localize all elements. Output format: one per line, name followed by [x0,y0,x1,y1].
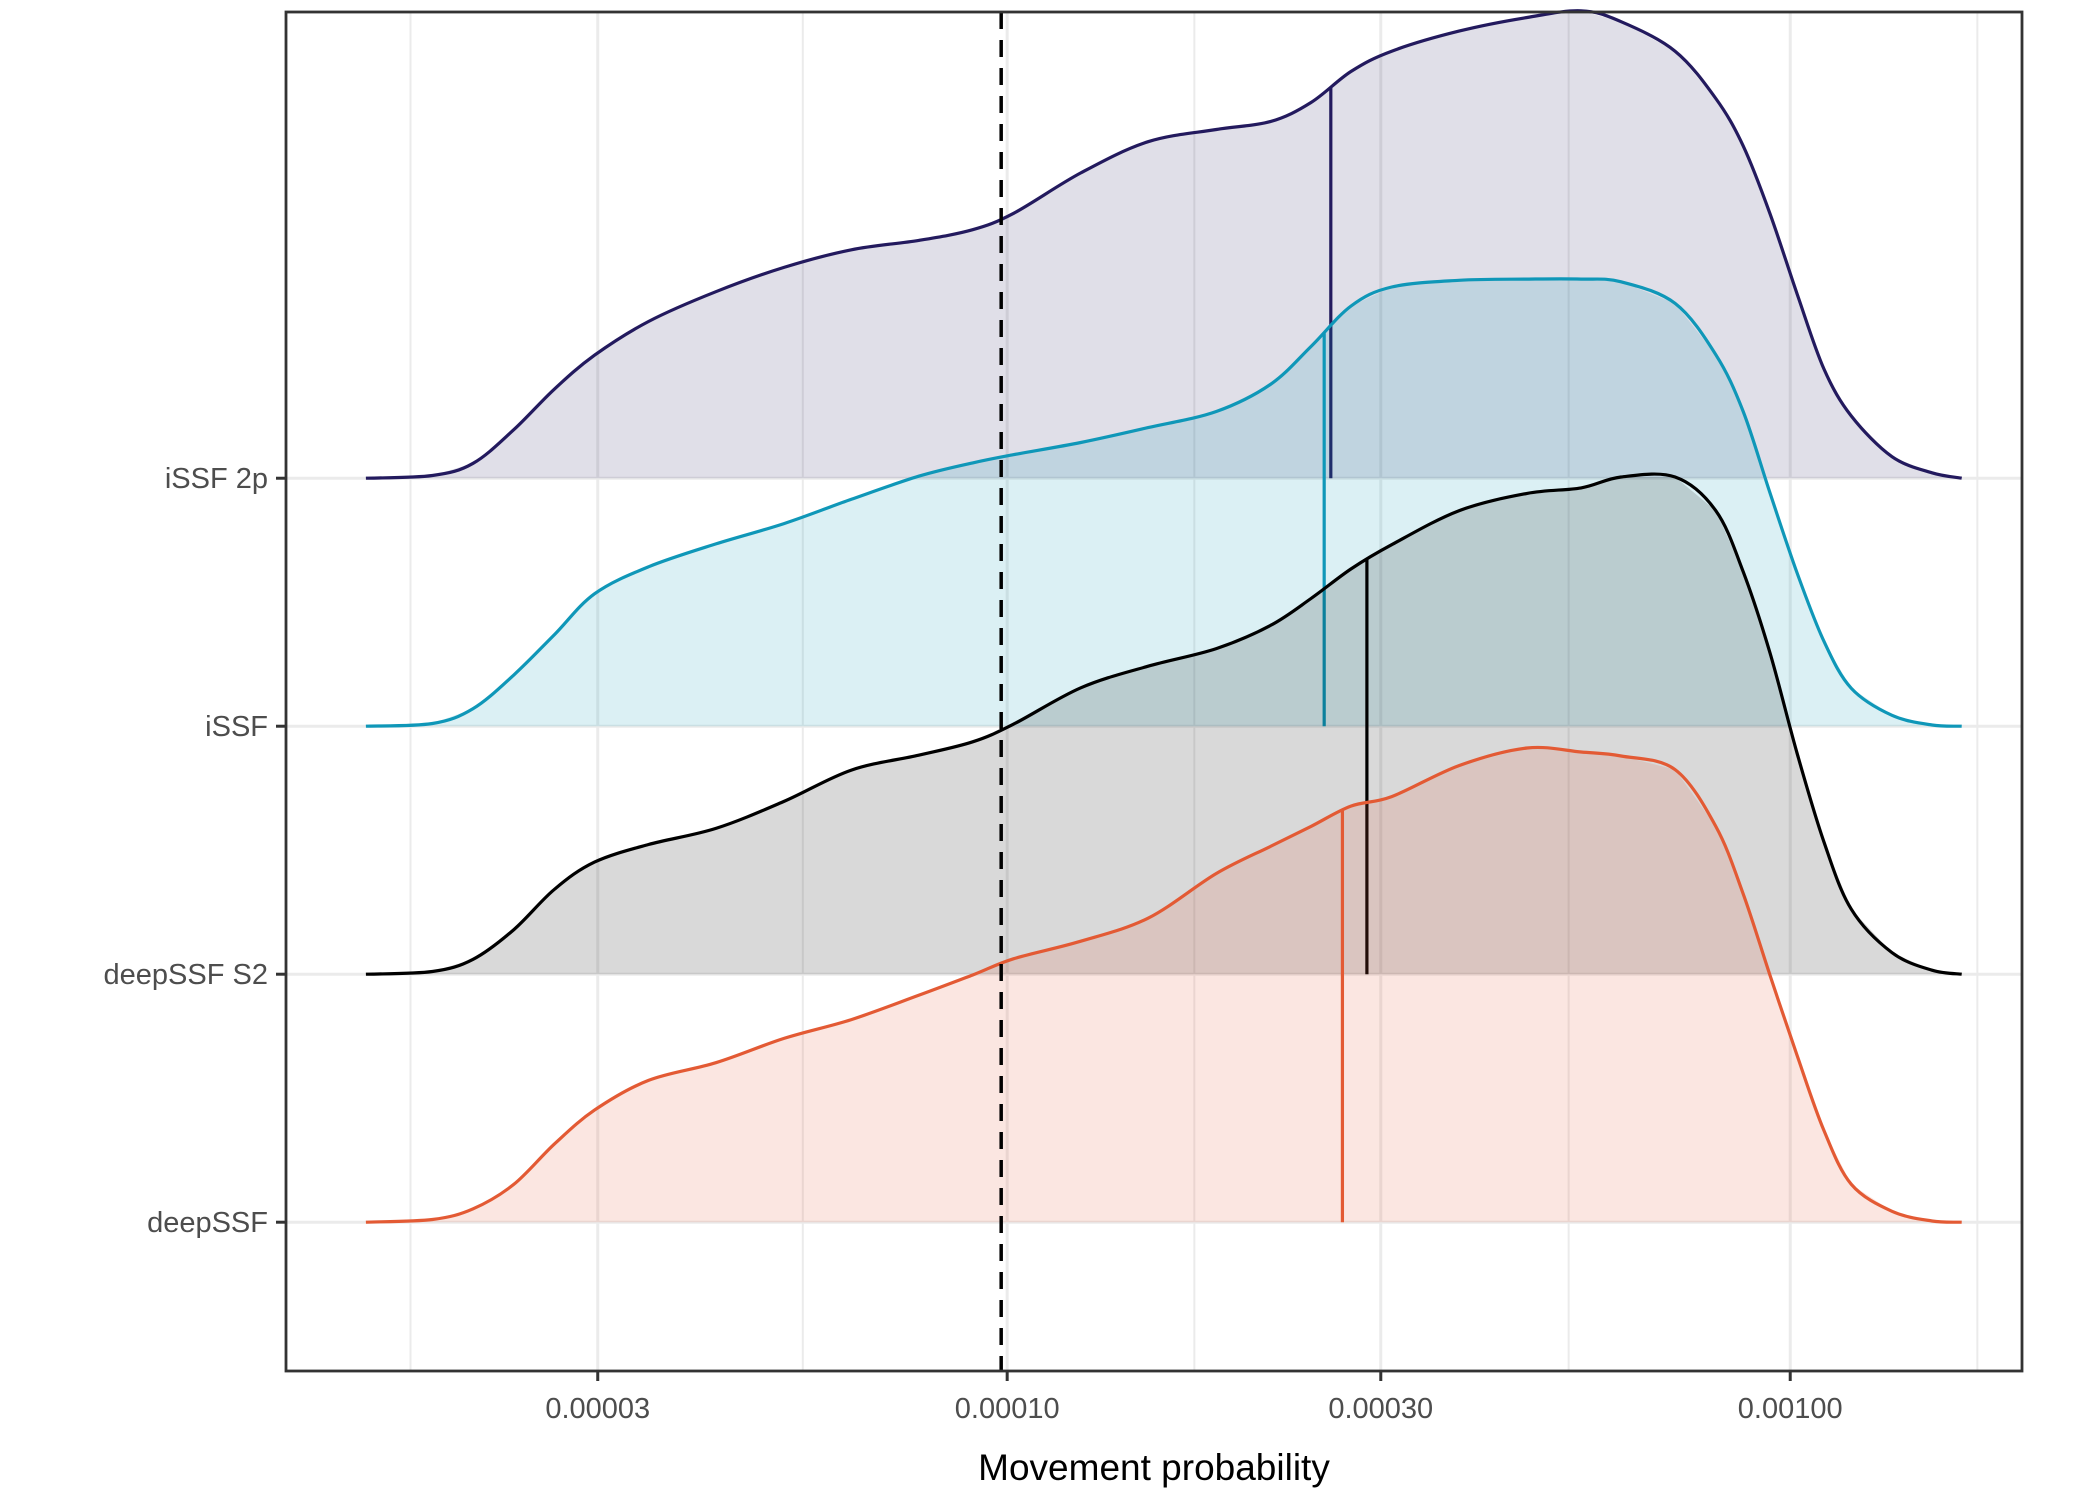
ridge-deepssf [365,745,1962,1224]
x-tick-label: 0.00010 [955,1393,1060,1425]
density-line [365,277,1962,728]
density-fill [365,279,1962,727]
y-tick-label: deepSSF S2 [104,959,268,991]
axes-layer: 0.00003 0.00010 0.00030 0.00100 deepSSF deepS… [104,10,2024,1425]
density-line [365,745,1962,1224]
y-tick-label: iSSF [205,711,268,743]
ridge-deepssf-s2 [365,472,1962,976]
x-tick-label: 0.00003 [545,1393,650,1425]
density-line [365,472,1962,976]
x-tick-label: 0.00100 [1738,1393,1843,1425]
density-fill [365,748,1962,1223]
panel-border [284,10,2024,1373]
ridges-layer [365,9,1962,1224]
y-tick-label: deepSSF [147,1207,268,1239]
ridge-issf-2p [365,9,1962,480]
ridge-issf [365,277,1962,728]
y-tick-label: iSSF 2p [165,463,268,495]
x-axis-title: Movement probability [978,1447,1330,1488]
density-fill [365,10,1962,479]
density-line [365,9,1962,480]
density-fill [365,477,1962,975]
x-tick-label: 0.00030 [1328,1393,1433,1425]
grid-layer [286,12,2022,1371]
